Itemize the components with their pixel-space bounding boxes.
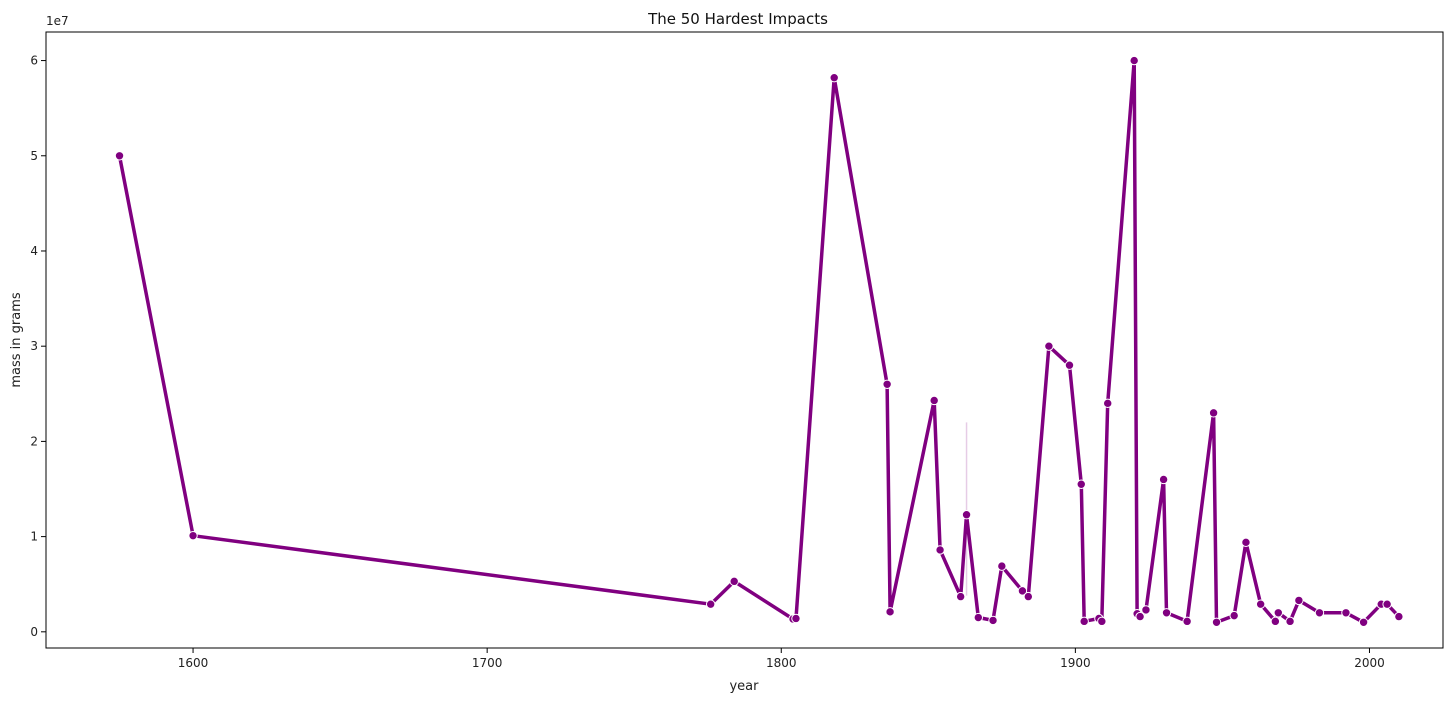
data-point-18	[1044, 341, 1054, 351]
data-point-27	[1135, 611, 1145, 622]
x-tick-label-2: 1800	[766, 656, 797, 670]
data-point-15	[997, 561, 1007, 571]
data-point-29	[1158, 474, 1169, 485]
data-point-46	[1394, 611, 1404, 622]
x-tick-label-0: 1600	[178, 656, 209, 670]
data-point-25	[1129, 55, 1139, 66]
data-point-21	[1079, 616, 1089, 627]
data-point-43	[1358, 617, 1369, 627]
data-point-3	[729, 576, 739, 587]
y-tick-label-4: 4	[30, 244, 38, 258]
x-tick-label-1: 1700	[472, 656, 503, 670]
data-point-34	[1229, 610, 1239, 621]
data-point-17	[1023, 591, 1034, 602]
data-point-33	[1211, 617, 1222, 627]
x-tick-label-4: 2000	[1354, 656, 1385, 670]
y-tick-label-2: 2	[30, 434, 38, 448]
data-point-14	[988, 615, 998, 626]
x-axis-title: year	[729, 679, 759, 694]
data-point-41	[1314, 608, 1325, 618]
series-line-0	[117, 58, 1401, 625]
data-point-42	[1341, 608, 1351, 618]
y-tick-label-6: 6	[30, 54, 38, 68]
data-point-38	[1273, 608, 1284, 618]
y-tick-label-0: 0	[30, 625, 38, 639]
data-point-20	[1076, 479, 1086, 489]
data-point-9	[929, 395, 939, 406]
data-point-12	[961, 510, 972, 520]
data-point-28	[1141, 605, 1151, 615]
data-point-24	[1103, 398, 1113, 409]
y-offset-label: 1e7	[46, 14, 69, 28]
y-tick-label-5: 5	[30, 149, 38, 163]
data-point-39	[1285, 616, 1295, 627]
data-point-2	[705, 599, 716, 609]
y-axis-title: mass in grams	[9, 292, 24, 388]
data-point-23	[1097, 616, 1107, 627]
data-point-16	[1017, 586, 1028, 596]
data-point-10	[935, 545, 945, 555]
data-point-31	[1182, 616, 1192, 627]
plot-frame	[45, 31, 1444, 649]
chart-title: The 50 Hardest Impacts	[647, 10, 828, 28]
data-point-6	[829, 73, 839, 83]
data-point-8	[885, 607, 895, 617]
data-point-5	[791, 613, 801, 624]
data-point-19	[1064, 360, 1075, 370]
data-point-32	[1208, 408, 1219, 418]
data-point-30	[1161, 608, 1172, 618]
data-point-36	[1255, 599, 1266, 609]
data-point-7	[882, 379, 892, 389]
data-point-1	[188, 530, 198, 541]
data-point-13	[973, 612, 984, 623]
data-point-45	[1382, 599, 1392, 609]
y-tick-label-3: 3	[30, 339, 38, 353]
y-tick-label-1: 1	[30, 530, 38, 544]
data-point-11	[955, 591, 966, 602]
data-point-40	[1294, 595, 1304, 606]
x-tick-label-3: 1900	[1060, 656, 1091, 670]
plot-area	[114, 55, 1404, 627]
data-point-35	[1241, 537, 1251, 548]
data-point-37	[1270, 616, 1281, 627]
data-point-0	[114, 151, 125, 161]
